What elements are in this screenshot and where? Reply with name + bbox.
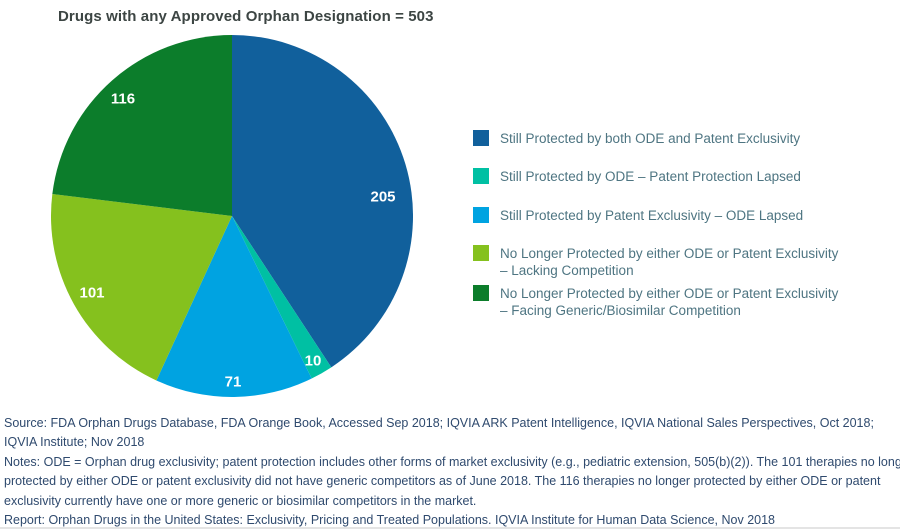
- legend-label-line: – Lacking Competition: [500, 263, 634, 278]
- pie-chart: 205 10 71 101 116: [51, 35, 413, 397]
- legend-swatch-icon: [473, 245, 489, 261]
- legend-label-line: Still Protected by both ODE and Patent E…: [500, 131, 801, 146]
- pie-slice-3: [51, 194, 232, 381]
- legend-label: Still Protected by Patent Exclusivity – …: [500, 207, 803, 224]
- legend-label: Still Protected by both ODE and Patent E…: [500, 130, 800, 147]
- pie-slice-0: [232, 35, 413, 368]
- slice-value-label: 205: [370, 189, 395, 206]
- legend-swatch-icon: [473, 130, 489, 146]
- footer-line-3: protected by either ODE or patent exclus…: [4, 474, 881, 489]
- footer-line-2: Notes: ODE = Orphan drug exclusivity; pa…: [4, 454, 900, 469]
- legend-label-line: No Longer Protected by either ODE or Pat…: [500, 246, 839, 261]
- legend-label-line: Still Protected by ODE – Patent Protecti…: [500, 169, 801, 184]
- footer-line-5: Report: Orphan Drugs in the United State…: [4, 513, 775, 528]
- legend-item-4: No Longer Protected by either ODE or Pat…: [473, 285, 838, 319]
- legend-swatch-icon: [473, 207, 489, 223]
- footer-notes: Source: FDA Orphan Drugs Database, FDA O…: [4, 414, 900, 530]
- legend-label: No Longer Protected by either ODE or Pat…: [500, 285, 838, 319]
- legend-label: Still Protected by ODE – Patent Protecti…: [500, 168, 801, 185]
- legend-item-2: Still Protected by Patent Exclusivity – …: [473, 207, 803, 224]
- bottom-divider: [0, 527, 900, 529]
- slice-value-label: 116: [111, 91, 135, 108]
- legend-label-line: No Longer Protected by either ODE or Pat…: [500, 286, 839, 301]
- legend-item-3: No Longer Protected by either ODE or Pat…: [473, 245, 838, 279]
- footer-line-1: IQVIA Institute; Nov 2018: [4, 435, 145, 450]
- pie-slice-2: [156, 216, 312, 397]
- legend-item-1: Still Protected by ODE – Patent Protecti…: [473, 168, 801, 185]
- chart-title: Drugs with any Approved Orphan Designati…: [58, 8, 434, 25]
- pie-slice-4: [52, 35, 233, 216]
- slice-value-label: 71: [225, 374, 242, 391]
- legend-swatch-icon: [473, 285, 489, 301]
- pie-slice-1: [232, 216, 332, 379]
- legend-label-line: – Facing Generic/Biosimilar Competition: [500, 303, 741, 318]
- slice-value-label: 10: [305, 353, 322, 370]
- legend-swatch-icon: [473, 168, 489, 184]
- legend-label-line: Still Protected by Patent Exclusivity – …: [500, 208, 804, 223]
- footer-line-0: Source: FDA Orphan Drugs Database, FDA O…: [4, 416, 874, 430]
- footer-line-4: exclusivity currently have one or more g…: [4, 493, 477, 508]
- legend-item-0: Still Protected by both ODE and Patent E…: [473, 130, 800, 147]
- legend-label: No Longer Protected by either ODE or Pat…: [500, 245, 838, 279]
- slice-value-label: 101: [79, 285, 104, 302]
